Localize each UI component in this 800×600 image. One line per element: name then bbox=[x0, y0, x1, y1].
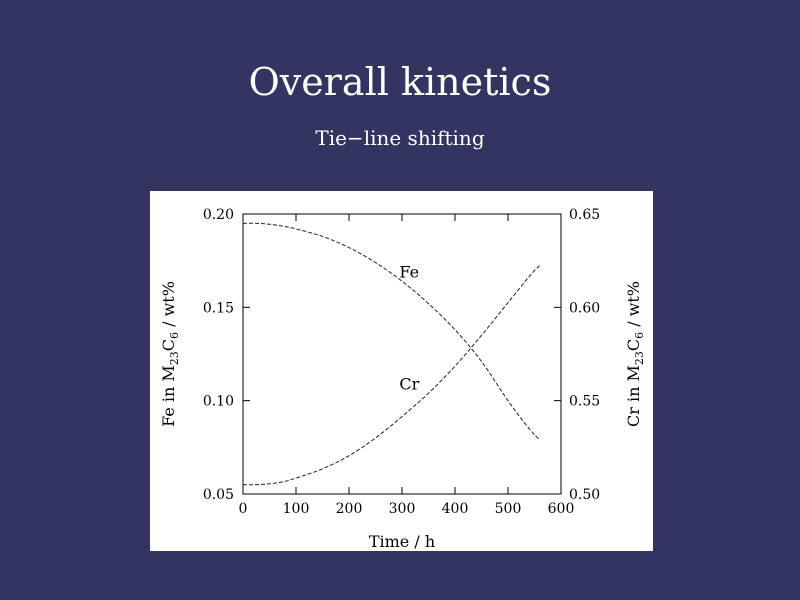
y-tick-label-right: 0.60 bbox=[569, 300, 600, 316]
cr-series-line bbox=[242, 264, 541, 486]
x-tick-label: 400 bbox=[442, 501, 469, 517]
cr-series-label: Cr bbox=[399, 374, 419, 393]
chart-panel: 0 100 200 300 400 500 600 0.05 0.10 0.15 0.20 0.50 0… bbox=[150, 191, 653, 551]
slide-subtitle: Tie−line shifting bbox=[315, 126, 485, 150]
x-tick-label: 100 bbox=[283, 501, 310, 517]
x-tick-label: 500 bbox=[495, 501, 522, 517]
plot-frame bbox=[242, 213, 562, 495]
y-tick-label-right: 0.50 bbox=[569, 487, 600, 503]
fe-series-label: Fe bbox=[399, 262, 419, 281]
slide-title: Overall kinetics bbox=[248, 60, 552, 104]
y-tick-label-left: 0.20 bbox=[203, 207, 234, 223]
y-axis-label-left: Fe in M23C6 / wt% bbox=[159, 281, 181, 427]
chart-svg: 0 100 200 300 400 500 600 0.05 0.10 0.15 0.20 0.50 0… bbox=[159, 207, 646, 551]
y-axis-label-right: Cr in M23C6 / wt% bbox=[624, 281, 646, 427]
y-tick-label-left: 0.05 bbox=[203, 487, 234, 503]
ticks-layer: 0 100 200 300 400 500 600 0.05 0.10 0.15 0.20 0.50 0… bbox=[203, 207, 600, 517]
x-tick-label: 200 bbox=[336, 501, 363, 517]
y-tick-label-right: 0.55 bbox=[569, 394, 600, 410]
y-tick-label-right: 0.65 bbox=[569, 207, 600, 223]
y-tick-label-left: 0.10 bbox=[203, 394, 234, 410]
x-tick-label: 300 bbox=[389, 501, 416, 517]
x-tick-label: 600 bbox=[548, 501, 575, 517]
x-tick-label: 0 bbox=[239, 501, 248, 517]
series-layer: Fe Cr bbox=[242, 222, 541, 486]
x-axis-label: Time / h bbox=[369, 532, 435, 551]
fe-series-line bbox=[242, 222, 541, 441]
y-tick-label-left: 0.15 bbox=[203, 300, 234, 316]
